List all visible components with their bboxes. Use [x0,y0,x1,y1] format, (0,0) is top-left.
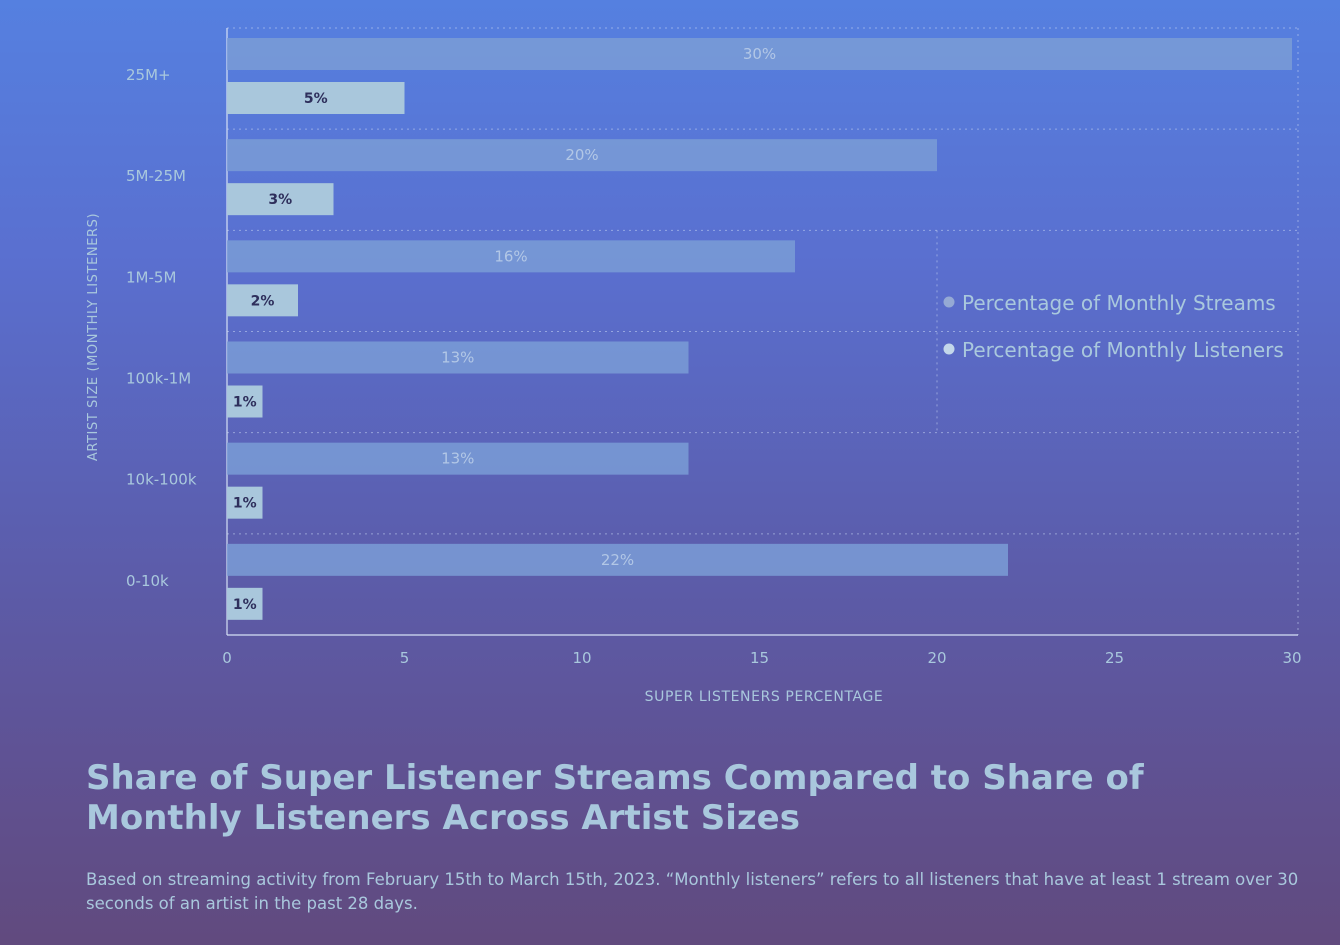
listeners-bar-label: 2% [251,293,275,309]
y-category-label: 1M-5M [126,268,176,286]
x-tick-label: 5 [400,649,410,667]
listeners-bar-label: 3% [268,192,292,208]
listeners-bar-label: 5% [304,91,328,107]
listeners-bar [227,82,405,114]
streams-bar [227,543,1008,576]
y-axis-label: ARTIST SIZE (MONTHLY LISTENERS) [86,213,101,461]
streams-bar [227,442,689,475]
x-tick-labels: 0 5 10 15 20 25 30 [222,649,1301,667]
streams-bar [227,38,1292,70]
streams-bar-label: 30% [743,45,776,63]
streams-bar [227,341,689,374]
legend-swatch [943,296,955,308]
listeners-bar [227,183,334,216]
streams-bar-label: 13% [441,349,474,367]
y-category-label: 10k-100k [126,471,197,489]
listeners-bar-label: 1% [233,496,257,512]
legend-label: Percentage of Monthly Streams [962,291,1276,315]
streams-bar [227,139,937,172]
x-tick-label: 0 [222,649,232,667]
x-axis-label: SUPER LISTENERS PERCENTAGE [645,689,884,705]
legend-swatch [943,343,955,355]
y-category-label: 0-10k [126,572,169,590]
streams-bar-label: 20% [565,146,598,164]
chart-title: Share of Super Listener Streams Compared… [86,758,1144,838]
listeners-bar [227,486,263,519]
streams-bar-label: 16% [494,247,527,265]
listeners-bar [227,587,263,620]
y-category-label: 25M+ [126,66,171,84]
bar-chart: 30% 5% 20% 3% 16% 2% 13% 1% 13% 1% 22% 1% 25M+ 5M-25… [86,27,1302,705]
streams-bar-label: 22% [601,551,634,569]
streams-bar-label: 13% [441,450,474,468]
legend: Percentage of Monthly Streams Percentage … [943,291,1284,362]
chart-grid [226,27,1299,636]
listeners-bar [227,385,263,418]
listeners-bar-label: 1% [233,597,257,613]
x-tick-label: 30 [1282,649,1301,667]
x-tick-label: 20 [927,649,946,667]
listeners-bar [227,284,298,317]
footnote: Based on streaming activity from Februar… [86,870,1299,913]
x-tick-label: 10 [572,649,591,667]
bars-layer: 30% 5% 20% 3% 16% 2% 13% 1% 13% 1% 22% 1% [227,38,1292,620]
x-tick-label: 25 [1105,649,1124,667]
streams-bar [227,240,795,273]
y-category-label: 5M-25M [126,167,186,185]
x-tick-label: 15 [750,649,769,667]
y-category-labels: 25M+ 5M-25M 1M-5M 100k-1M 10k-100k 0-10k [126,66,197,590]
y-category-label: 100k-1M [126,370,191,388]
listeners-bar-label: 1% [233,395,257,411]
legend-label: Percentage of Monthly Listeners [962,338,1284,362]
